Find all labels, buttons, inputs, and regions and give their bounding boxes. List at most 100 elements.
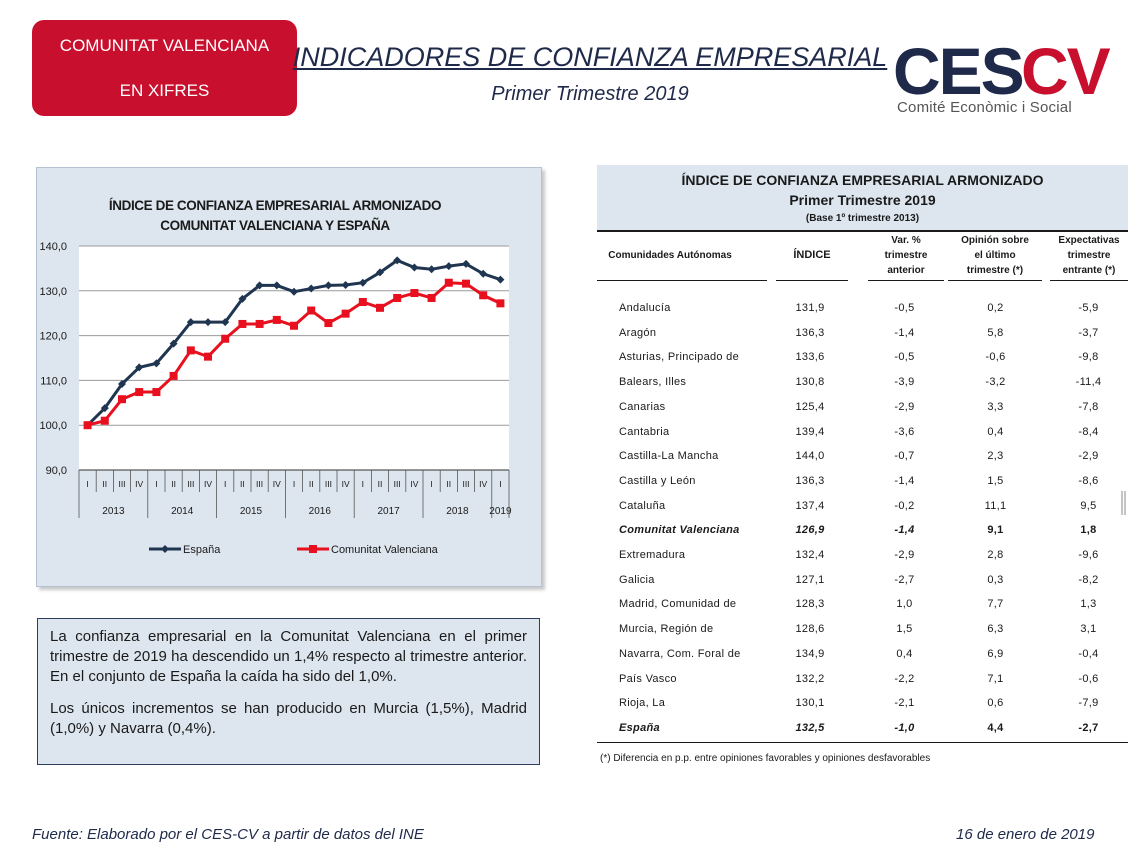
cell-var: -0,5 [894, 302, 915, 314]
x-tick-label: IV [479, 479, 487, 489]
col-header-expect: Expectativas trimestre entrante (*) [1050, 233, 1128, 278]
cell-region: Andalucía [619, 302, 671, 314]
x-tick-label: I [86, 479, 88, 489]
cell-var: -2,9 [894, 400, 915, 413]
col-header-exp-3: entrante (*) [1062, 265, 1116, 276]
cell-opinion: 0,4 [987, 425, 1004, 438]
cell-expectation: -0,6 [1078, 672, 1099, 685]
table-row: Cantabria 139,4 -3,6 0,4 -8,4 [597, 420, 1128, 444]
cell-expectation: -0,4 [1078, 647, 1099, 660]
table-row: Navarra, Com. Foral de 134,9 0,4 6,9 -0,4 [597, 642, 1128, 666]
cell-region: País Vasco [619, 672, 677, 685]
cell-expectation: 1,8 [1080, 524, 1097, 537]
cell-var: -1,4 [894, 326, 915, 339]
table-row: Extremadura 132,4 -2,9 2,8 -9,6 [597, 543, 1128, 567]
cell-region: Aragón [619, 326, 657, 339]
data-point [358, 278, 367, 287]
header-rule-5 [1050, 280, 1128, 281]
data-point [204, 318, 212, 327]
cell-expectation: -8,2 [1078, 573, 1099, 586]
data-point [204, 352, 212, 361]
data-point [479, 291, 488, 300]
cell-index: 128,6 [795, 623, 825, 636]
cell-var: 0,4 [896, 647, 913, 660]
cell-var: -3,9 [894, 376, 915, 389]
cell-index: 127,1 [795, 573, 825, 586]
legend-marker [309, 545, 317, 553]
plot-area [79, 246, 509, 470]
cell-index: 128,3 [795, 598, 825, 611]
header-rule-2 [776, 280, 848, 281]
cell-var: -2,9 [894, 549, 915, 561]
cell-region: Cataluña [619, 499, 666, 512]
data-point [479, 269, 488, 278]
summary-box: La confianza empresarial en la Comunitat… [37, 618, 540, 765]
x-tick-label: II [309, 479, 314, 489]
cell-var: 1,0 [896, 598, 913, 611]
data-point [376, 268, 384, 277]
table-title: ÍNDICE DE CONFIANZA EMPRESARIAL ARMONIZA… [681, 172, 1044, 188]
table-row: Balears, Illes 130,8 -3,9 -3,2 -11,4 [597, 370, 1128, 394]
data-point [410, 263, 419, 272]
data-point [341, 280, 350, 289]
cell-region: Cantabria [619, 425, 670, 438]
cell-expectation: 1,3 [1080, 598, 1097, 611]
cell-opinion: -0,6 [985, 351, 1006, 364]
cell-opinion: 6,3 [987, 623, 1004, 636]
cell-index: 125,4 [795, 400, 825, 413]
col-header-region: Comunidades Autónomas [608, 250, 732, 261]
col-header-var-3: anterior [887, 265, 925, 276]
page-subtitle: Primer Trimestre 2019 [491, 83, 689, 105]
cell-region: Rioja, La [619, 697, 666, 710]
year-label: 2014 [171, 506, 194, 517]
x-tick-label: III [462, 479, 469, 489]
y-tick-label: 100,0 [39, 420, 67, 432]
year-label: 2018 [446, 506, 469, 517]
data-point [118, 395, 126, 404]
cell-opinion: 4,4 [987, 721, 1004, 734]
cell-opinion: 2,8 [987, 549, 1004, 561]
cell-var: -1,4 [894, 524, 915, 537]
x-tick-label: III [394, 479, 401, 489]
x-tick-label: I [293, 479, 295, 489]
legend-label: España [183, 544, 221, 556]
table-row: Cataluña 137,4 -0,2 11,1 9,5 [597, 494, 1128, 518]
data-point [100, 404, 109, 413]
cell-expectation: -2,7 [1078, 721, 1099, 734]
x-tick-label: I [430, 479, 432, 489]
x-tick-label: II [102, 479, 107, 489]
cell-index: 132,4 [795, 549, 825, 561]
cell-opinion: 0,2 [987, 302, 1004, 314]
col-header-var-1: Var. % [891, 235, 921, 246]
data-point [324, 281, 333, 290]
cell-opinion: 0,6 [987, 697, 1004, 710]
cell-var: -0,7 [894, 450, 915, 463]
data-point [238, 319, 247, 328]
data-point [496, 275, 505, 284]
cell-opinion: 0,3 [987, 573, 1004, 586]
table-row: Canarias 125,4 -2,9 3,3 -7,8 [597, 395, 1128, 419]
data-point [427, 265, 436, 274]
svg-text:CES: CES [893, 34, 1023, 108]
data-point [290, 321, 298, 330]
section-badge: COMUNITAT VALENCIANA EN XIFRES [32, 20, 297, 116]
col-header-index: ÍNDICE [793, 249, 831, 261]
data-point [290, 287, 298, 296]
col-header-exp-2: trimestre [1067, 250, 1111, 261]
cell-region: Comunitat Valenciana [619, 524, 740, 537]
data-point [324, 319, 333, 328]
table-row: Madrid, Comunidad de 128,3 1,0 7,7 1,3 [597, 592, 1128, 616]
cell-region: Galicia [619, 573, 655, 586]
cell-region: Extremadura [619, 549, 686, 561]
cell-index: 139,4 [795, 425, 825, 438]
cell-var: -2,1 [894, 697, 915, 710]
cell-opinion: 2,3 [987, 450, 1004, 463]
data-point [410, 289, 419, 298]
cell-expectation: -8,4 [1078, 425, 1099, 438]
y-tick-label: 130,0 [39, 286, 67, 298]
summary-paragraph-2: Los únicos incrementos se han producido … [50, 700, 527, 737]
table-footnote: (*) Diferencia en p.p. entre opiniones f… [600, 753, 931, 764]
data-point [169, 339, 178, 348]
table-row: Castilla y León 136,3 -1,4 1,5 -8,6 [597, 469, 1128, 493]
data-point [83, 421, 92, 430]
